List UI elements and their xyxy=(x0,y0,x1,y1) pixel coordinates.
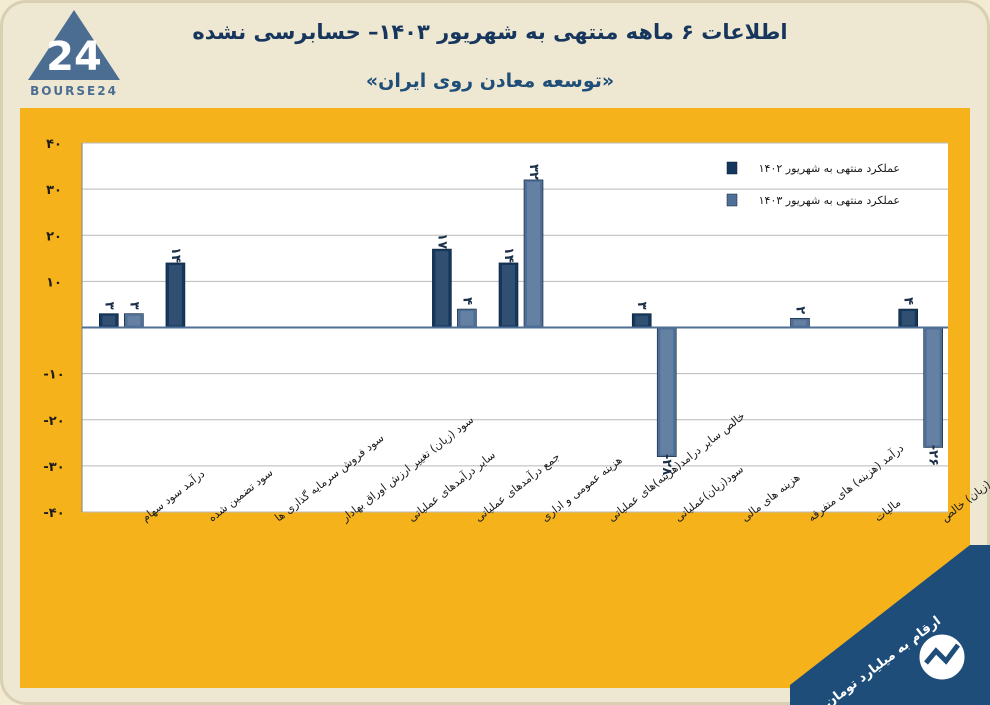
data-label: ۳ xyxy=(634,302,649,310)
data-label: ۳ xyxy=(126,302,141,310)
data-label: ۴ xyxy=(901,297,916,305)
bar-highlight xyxy=(460,311,474,326)
bar-highlight xyxy=(635,315,649,326)
page-title: اطلاعات ۶ ماهه منتهی به شهریور ۱۴۰۳– حسا… xyxy=(192,20,788,44)
y-tick-label: -۳۰ xyxy=(43,460,64,475)
bar-highlight xyxy=(102,315,116,326)
bar-highlight xyxy=(660,329,674,455)
y-tick-label: ۱۰ xyxy=(46,275,62,290)
logo-text: BOURSE24 xyxy=(30,84,118,98)
bar-highlight xyxy=(926,329,940,446)
legend-label: عملکرد منتهی به شهریور ۱۴۰۳ xyxy=(759,194,900,207)
bourse24-logo: 24 xyxy=(28,10,120,80)
legend-label: عملکرد منتهی به شهریور ۱۴۰۲ xyxy=(759,162,900,175)
bar-highlight xyxy=(527,181,540,326)
data-label: ۳ xyxy=(101,302,116,310)
bar-highlight xyxy=(793,320,807,326)
bar-highlight xyxy=(127,315,141,326)
data-label: -۲۸ xyxy=(659,454,674,475)
legend-swatch xyxy=(726,193,738,207)
data-label: ۳۲ xyxy=(526,164,541,180)
data-label: ۱۷ xyxy=(434,233,449,249)
legend-swatch xyxy=(726,161,738,175)
data-label: ۱۴ xyxy=(168,247,183,263)
data-label: ۱۴ xyxy=(501,247,516,263)
data-label: -۲۶ xyxy=(926,445,941,466)
data-label: ۲ xyxy=(792,306,807,314)
logo-triangle xyxy=(28,10,120,80)
y-tick-label: ۴۰ xyxy=(46,137,62,152)
data-label: ۴ xyxy=(459,297,474,305)
y-tick-label: ۲۰ xyxy=(46,229,62,244)
trend-line-icon xyxy=(924,643,960,665)
note-corner xyxy=(790,545,990,705)
y-tick-label: -۴۰ xyxy=(43,506,64,521)
y-tick-label: -۲۰ xyxy=(43,414,64,429)
y-tick-label: -۱۰ xyxy=(43,368,64,383)
bar-highlight xyxy=(168,264,182,326)
bar-highlight xyxy=(435,251,449,326)
unit-note-badge: ارقام به میلیارد تومان xyxy=(790,545,990,705)
bar-highlight xyxy=(901,311,915,326)
y-tick-label: ۳۰ xyxy=(46,183,62,198)
logo-number: 24 xyxy=(46,34,102,80)
page-subtitle: «توسعه معادن روی ایران» xyxy=(365,70,615,92)
bar-highlight xyxy=(502,264,515,326)
